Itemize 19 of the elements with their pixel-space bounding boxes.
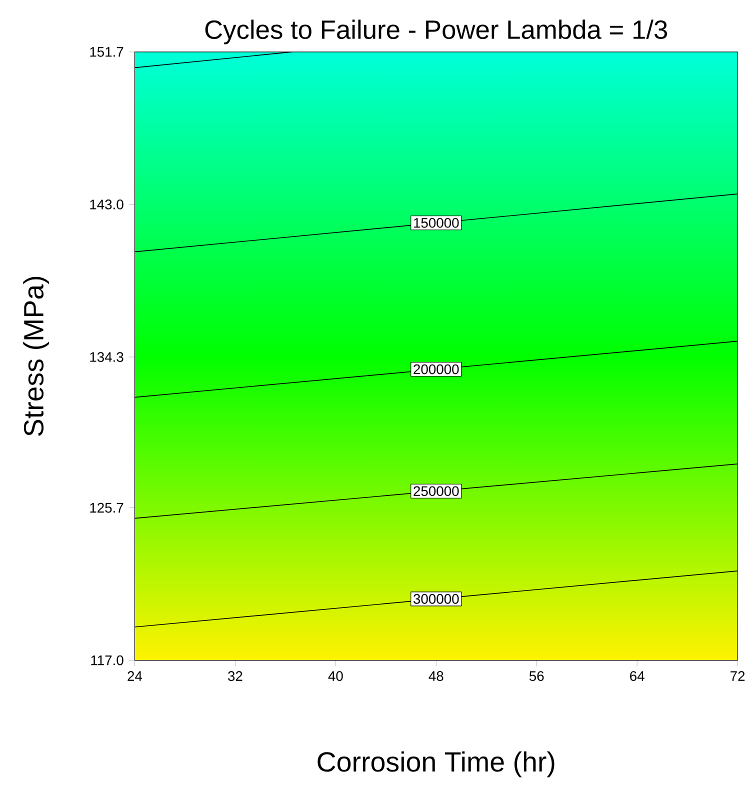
x-tick-label: 72 bbox=[730, 671, 745, 681]
y-tick-label: 151.7 bbox=[90, 47, 124, 57]
x-tick-label: 48 bbox=[428, 671, 444, 681]
x-tick-label: 64 bbox=[630, 671, 644, 681]
x-axis-title: Corrosion Time (hr) bbox=[318, 751, 554, 778]
series-label: 200000 bbox=[414, 364, 459, 374]
chart-title: Cycles to Failure - Power Lambda = 1/3 bbox=[205, 20, 667, 44]
y-axis-title: Stress (MPa) bbox=[23, 276, 50, 436]
x-tick-label: 40 bbox=[328, 671, 343, 681]
y-tick-label: 125.7 bbox=[90, 502, 124, 513]
y-tick-label: 143.0 bbox=[90, 200, 124, 210]
series-label: 300000 bbox=[413, 594, 459, 604]
series-label: 250000 bbox=[414, 486, 459, 496]
series-label: 150000 bbox=[414, 218, 459, 228]
y-tick-label: 134.3 bbox=[90, 352, 124, 362]
x-tick-label: 24 bbox=[128, 671, 142, 681]
y-tick-label: 117.0 bbox=[91, 655, 124, 666]
x-tick-label: 56 bbox=[529, 671, 544, 681]
x-tick-label: 32 bbox=[228, 671, 242, 681]
